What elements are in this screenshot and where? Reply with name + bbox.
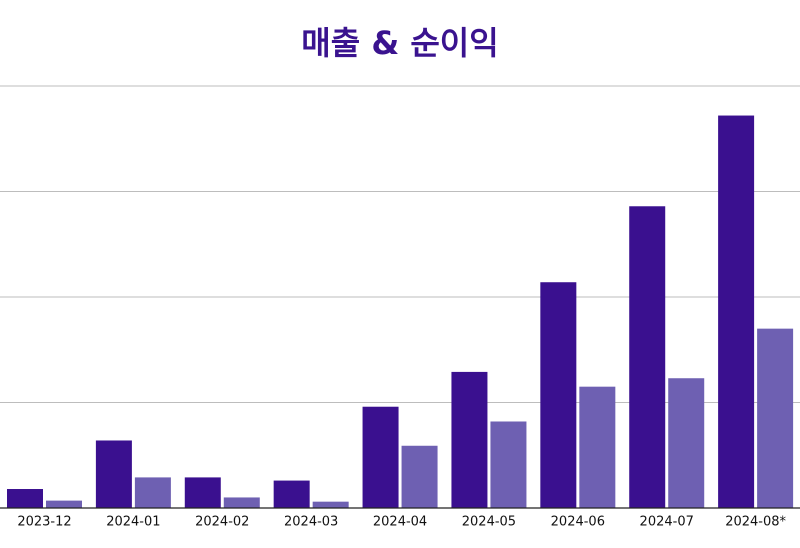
bar: [668, 378, 705, 508]
x-tick-label: 2024-04: [373, 515, 427, 530]
bar: [401, 445, 438, 508]
bar: [184, 477, 221, 508]
bar: [312, 501, 349, 508]
x-tick-label: 2024-08*: [725, 515, 786, 530]
x-tick-label: 2024-01: [106, 515, 160, 530]
x-tick-label: 2024-05: [462, 515, 516, 530]
bar: [46, 500, 82, 508]
x-tick-label: 2024-07: [640, 515, 694, 530]
bar: [718, 115, 755, 508]
x-tick-label: 2023-12: [17, 515, 71, 530]
bar: [95, 440, 132, 508]
bar: [490, 421, 527, 508]
bar: [7, 489, 43, 508]
bar: [579, 386, 616, 508]
bar: [540, 282, 577, 508]
bar: [223, 497, 260, 508]
bar: [273, 480, 310, 508]
bar: [134, 477, 171, 508]
bar: [629, 206, 666, 508]
chart-title: 매출 & 순이익: [301, 24, 498, 62]
bar: [757, 328, 794, 508]
bar: [451, 371, 488, 508]
x-tick-label: 2024-03: [284, 515, 338, 530]
x-tick-label: 2024-02: [195, 515, 249, 530]
bar: [362, 406, 399, 508]
x-tick-label: 2024-06: [551, 515, 605, 530]
